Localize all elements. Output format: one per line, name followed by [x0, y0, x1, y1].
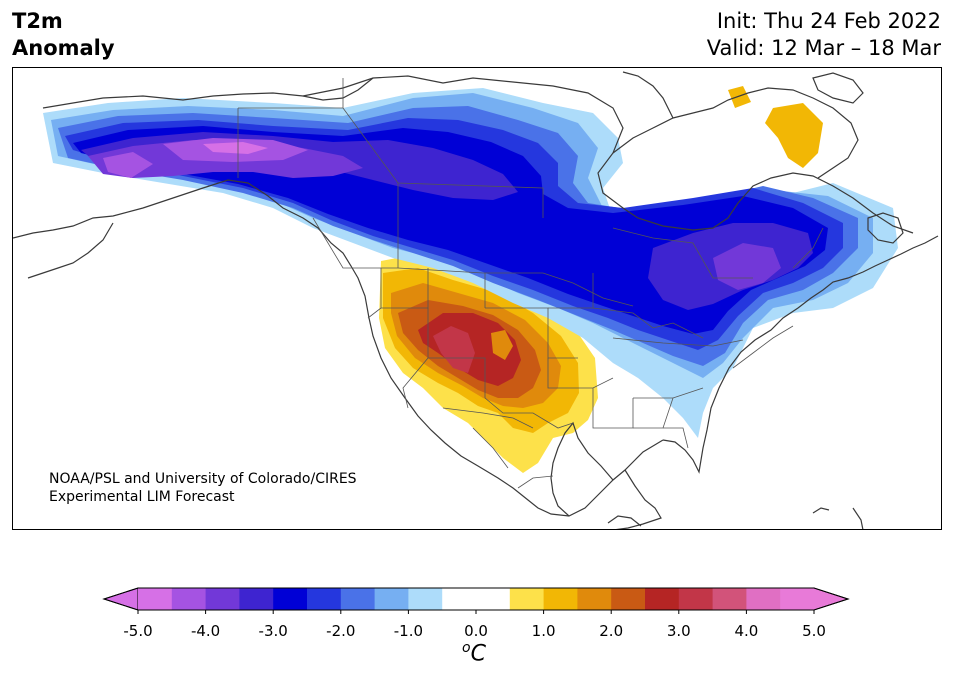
- colorbar-swatch: [442, 588, 477, 610]
- credit-line-1: NOAA/PSL and University of Colorado/CIRE…: [49, 471, 357, 487]
- init-date: Init: Thu 24 Feb 2022: [716, 9, 941, 33]
- coastlines: [13, 71, 939, 529]
- colorbar-swatch: [645, 588, 680, 610]
- units-degree: o: [462, 640, 471, 656]
- map-canvas: [13, 71, 939, 529]
- colorbar-swatch: [543, 588, 578, 610]
- colorbar-tick-label: 2.0: [599, 622, 624, 640]
- colorbar-swatch: [307, 588, 342, 610]
- units-letter: C: [470, 641, 486, 667]
- colorbar-swatch: [205, 588, 240, 610]
- colorbar-tick-label: 4.0: [734, 622, 759, 640]
- colorbar-swatch: [374, 588, 409, 610]
- cold-contour-10: [103, 152, 153, 178]
- warm-contour-6: [433, 326, 475, 373]
- cold-contour-5: [73, 126, 828, 334]
- colorbar-swatch: [273, 588, 308, 610]
- title-line-1: T2m: [12, 9, 63, 33]
- colorbar-tick-label: -1.0: [393, 622, 424, 640]
- colorbar-swatch: [712, 588, 747, 610]
- warm-contour-9: [728, 86, 751, 108]
- colorbar-swatch: [509, 588, 545, 610]
- anomaly-map: [12, 67, 942, 530]
- colorbar-swatch: [340, 588, 376, 610]
- forecast-dates: Init: Thu 24 Feb 2022 Valid: 12 Mar – 18…: [707, 8, 941, 62]
- warm-contour-7: [491, 330, 513, 360]
- colorbar-swatch: [476, 588, 511, 610]
- colorbar-swatch: [577, 588, 612, 610]
- colorbar-tick-label: 5.0: [802, 622, 826, 640]
- credit-line-2: Experimental LIM Forecast: [49, 489, 235, 505]
- credit-text: NOAA/PSL and University of Colorado/CIRE…: [49, 470, 357, 506]
- valid-dates: Valid: 12 Mar – 18 Mar: [706, 36, 941, 60]
- colorbar-tick-label: -3.0: [258, 622, 288, 640]
- colorbar-tick-label: 3.0: [666, 622, 691, 640]
- colorbar-tick-label: 1.0: [531, 622, 556, 640]
- colorbar-swatch: [746, 588, 781, 610]
- colorbar-swatch: [239, 588, 274, 610]
- colorbar: [102, 587, 850, 614]
- warm-contour-8: [765, 103, 823, 168]
- colorbar-swatch: [408, 588, 443, 610]
- colorbar-swatch: [678, 588, 714, 610]
- colorbar-tick-label: 0.0: [464, 622, 488, 640]
- colorbar-swatch: [611, 588, 646, 610]
- colorbar-tick-label: -4.0: [190, 622, 221, 640]
- colorbar-swatch: [171, 588, 207, 610]
- map-title: T2m Anomaly: [12, 8, 115, 62]
- colorbar-extend-high: [813, 587, 850, 611]
- political-borders: [237, 78, 824, 489]
- colorbar-tick-label: -5.0: [123, 622, 153, 640]
- title-line-2: Anomaly: [12, 36, 115, 60]
- colorbar-swatch: [780, 588, 815, 610]
- colorbar-swatch: [138, 588, 173, 610]
- cold-contour-12: [203, 142, 268, 154]
- cold-anomaly-layer: [43, 88, 898, 438]
- colorbar-extend-low: [102, 587, 139, 611]
- colorbar-units: oC: [462, 640, 486, 666]
- colorbar-tick-label: -2.0: [326, 622, 356, 640]
